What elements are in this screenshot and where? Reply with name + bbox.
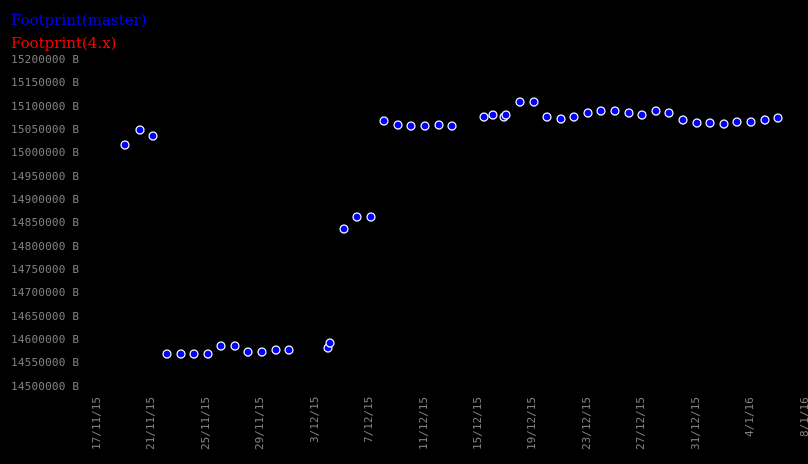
data-point <box>120 140 130 150</box>
data-point <box>637 110 647 120</box>
y-tick-label: 14850000 B <box>11 216 80 229</box>
y-tick-label: 15000000 B <box>11 146 80 159</box>
data-point <box>243 347 253 357</box>
data-point <box>447 121 457 131</box>
y-tick-label: 14600000 B <box>11 333 80 346</box>
y-tick-label: 15050000 B <box>11 123 80 136</box>
data-point <box>773 113 783 123</box>
data-point <box>148 131 158 141</box>
y-tick-label: 14750000 B <box>11 263 80 276</box>
data-point <box>515 97 525 107</box>
y-tick-label: 15150000 B <box>11 76 80 89</box>
data-point <box>325 338 335 348</box>
data-point <box>760 115 770 125</box>
data-point <box>651 106 661 116</box>
data-point <box>203 349 213 359</box>
data-point <box>501 110 511 120</box>
y-tick-label: 14650000 B <box>11 310 80 323</box>
data-point <box>732 117 742 127</box>
y-tick-label: 14800000 B <box>11 240 80 253</box>
data-point <box>610 106 620 116</box>
data-point <box>719 119 729 129</box>
y-tick-label: 14550000 B <box>11 356 80 369</box>
legend-item-master: Footprint(master) <box>11 11 147 29</box>
data-point <box>162 349 172 359</box>
data-point <box>583 108 593 118</box>
y-tick-label: 14900000 B <box>11 193 80 206</box>
data-point <box>705 118 715 128</box>
data-point <box>176 349 186 359</box>
data-point <box>366 212 376 222</box>
data-point <box>352 212 362 222</box>
data-point <box>624 108 634 118</box>
data-point <box>596 106 606 116</box>
data-point <box>434 120 444 130</box>
data-point <box>479 112 489 122</box>
data-point <box>230 341 240 351</box>
data-point <box>406 121 416 131</box>
data-point <box>379 116 389 126</box>
data-point <box>529 97 539 107</box>
data-point <box>420 121 430 131</box>
y-tick-label: 14500000 B <box>11 380 80 393</box>
data-point <box>488 110 498 120</box>
data-point <box>678 115 688 125</box>
y-tick-label: 14950000 B <box>11 170 80 183</box>
data-point <box>542 112 552 122</box>
data-point <box>746 117 756 127</box>
data-point <box>664 108 674 118</box>
data-point <box>556 114 566 124</box>
data-point <box>569 112 579 122</box>
data-point <box>257 347 267 357</box>
data-point <box>216 341 226 351</box>
data-point <box>284 345 294 355</box>
data-point <box>393 120 403 130</box>
legend-item-4x: Footprint(4.x) <box>11 34 117 52</box>
data-point <box>271 345 281 355</box>
y-tick-label: 14700000 B <box>11 286 80 299</box>
data-point <box>189 349 199 359</box>
data-point <box>339 224 349 234</box>
data-point <box>692 118 702 128</box>
y-tick-label: 15100000 B <box>11 100 80 113</box>
data-point <box>135 125 145 135</box>
y-tick-label: 15200000 B <box>11 53 80 66</box>
